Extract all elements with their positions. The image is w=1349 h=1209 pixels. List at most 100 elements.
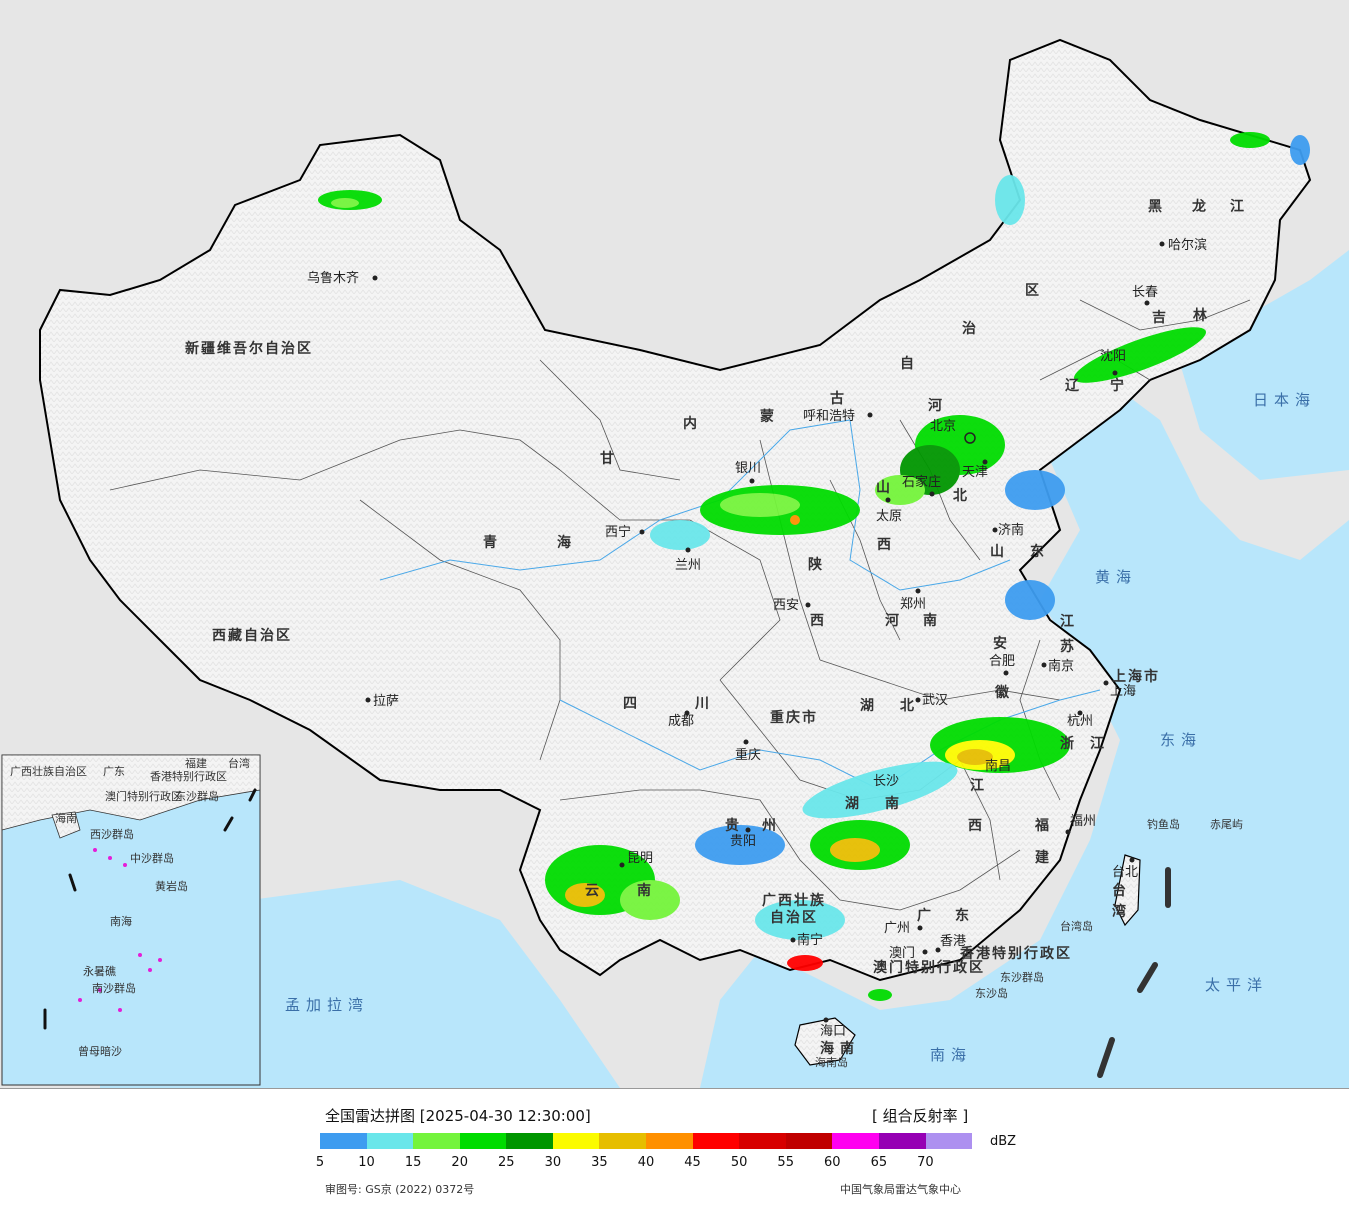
legend-swatch xyxy=(692,1133,740,1149)
map-review-number: 审图号: GS京 (2022) 0372号 xyxy=(325,1183,475,1196)
city-lanzhou: 兰州 xyxy=(675,558,701,573)
province-guangdong-2: 东 xyxy=(955,907,971,924)
legend-tick-label: 40 xyxy=(637,1155,655,1170)
province-jiangsu-2: 苏 xyxy=(1060,638,1076,655)
city-guangzhou: 广州 xyxy=(884,921,910,936)
city-macau: 澳门 xyxy=(889,945,915,961)
province-macao: 澳门特别行政区 xyxy=(873,959,985,976)
province-hongkong: 香港特别行政区 xyxy=(959,945,1072,962)
legend-swatch xyxy=(552,1133,600,1149)
island-taiwan: 台湾岛 xyxy=(1060,919,1093,933)
province-anhui-1: 安 xyxy=(993,635,1009,652)
province-zhejiang-1: 浙 xyxy=(1060,735,1076,752)
legend-tick-label: 45 xyxy=(684,1155,701,1170)
province-gansu-1: 甘 xyxy=(600,450,616,467)
inset-label-zengmu: 曾母暗沙 xyxy=(78,1044,122,1058)
city-hefei: 合肥 xyxy=(989,654,1015,669)
province-chongqing: 重庆市 xyxy=(770,709,818,726)
inset-label-zhongsha: 中沙群岛 xyxy=(130,851,174,865)
province-jilin-1: 吉 xyxy=(1152,309,1168,326)
legend-swatch xyxy=(739,1133,786,1149)
island-diaoyu: 钓鱼岛 xyxy=(1147,817,1180,831)
inset-label-dongsha: 东沙群岛 xyxy=(175,789,219,803)
city-shenyang: 沈阳 xyxy=(1100,349,1126,364)
province-sichuan-2: 川 xyxy=(694,696,711,712)
inset-label-nanhai: 南海 xyxy=(110,914,132,928)
province-anhui-2: 徽 xyxy=(994,684,1011,701)
sea-japan: 日本海 xyxy=(1253,391,1316,409)
inset-label-hk: 香港特别行政区 xyxy=(150,769,227,783)
city-kunming: 昆明 xyxy=(627,851,653,866)
province-hubei-2: 北 xyxy=(900,698,916,714)
legend-tick-label: 60 xyxy=(824,1155,841,1170)
inset-label-xisha: 西沙群岛 xyxy=(90,827,134,841)
city-yinchuan: 银川 xyxy=(735,461,761,476)
province-zhejiang-2: 江 xyxy=(1090,735,1106,752)
inset-label-huangyan: 黄岩岛 xyxy=(155,879,188,893)
province-shandong-2: 东 xyxy=(1030,543,1046,560)
legend-tick-label: 20 xyxy=(451,1155,468,1170)
province-guizhou-2: 州 xyxy=(761,818,778,834)
province-taiwan-2: 湾 xyxy=(1112,903,1128,920)
legend-swatch xyxy=(459,1133,507,1149)
city-hangzhou: 杭州 xyxy=(1067,714,1093,729)
sea-bengal: 孟加拉湾 xyxy=(285,996,369,1014)
inset-label-taiwan: 台湾 xyxy=(228,756,250,770)
inset-label-hainan: 海南 xyxy=(55,811,77,825)
province-neimenggu-2: 蒙 xyxy=(760,408,776,425)
city-jinan: 济南 xyxy=(998,522,1024,538)
sea-area xyxy=(700,380,1349,1088)
province-taiwan-1: 台 xyxy=(1112,882,1128,899)
province-shaanxi-1: 陕 xyxy=(808,556,824,573)
province-hebei-2: 北 xyxy=(953,488,969,504)
province-neimenggu-4: 自 xyxy=(900,355,916,372)
province-guizhou-1: 贵 xyxy=(725,817,741,834)
city-chengdu: 成都 xyxy=(668,714,694,729)
legend-tick-label: 25 xyxy=(498,1155,515,1170)
province-hubei-1: 湖 xyxy=(860,698,876,714)
radar-map: 新疆维吾尔自治区 西藏自治区 青 海 甘 内 蒙 古 自 治 区 陕 西 山 西… xyxy=(0,0,1349,1088)
province-shanghai: 上海市 xyxy=(1112,668,1160,685)
province-henan-2: 南 xyxy=(923,612,939,629)
producer-name: 中国气象局雷达气象中心 xyxy=(840,1183,961,1196)
inset-label-fujian: 福建 xyxy=(185,756,207,770)
province-shandong-1: 山 xyxy=(990,544,1006,560)
city-taiyuan: 太原 xyxy=(876,509,902,524)
city-nanchang: 南昌 xyxy=(985,758,1011,774)
city-tianjin: 天津 xyxy=(962,465,988,480)
sea-japan xyxy=(1170,250,1349,480)
city-changsha: 长沙 xyxy=(873,774,899,789)
province-jiangsu-1: 江 xyxy=(1060,613,1076,630)
legend-swatch xyxy=(366,1133,414,1149)
province-hebei-1: 河 xyxy=(928,397,944,414)
province-hainan-2: 南 xyxy=(840,1040,856,1057)
province-xinjiang: 新疆维吾尔自治区 xyxy=(185,340,313,357)
inset-label-guangdong: 广东 xyxy=(103,765,125,778)
province-hunan-2: 南 xyxy=(885,795,901,812)
map-title: 全国雷达拼图 [2025-04-30 12:30:00] xyxy=(325,1107,591,1125)
province-neimenggu-5: 治 xyxy=(962,320,978,337)
province-neimenggu-3: 古 xyxy=(830,390,846,407)
province-xizang: 西藏自治区 xyxy=(212,627,292,644)
province-liaoning-2: 宁 xyxy=(1110,377,1126,394)
province-heilongjiang-3: 江 xyxy=(1230,198,1246,215)
province-heilongjiang-1: 黑 xyxy=(1148,199,1164,215)
legend-swatch xyxy=(832,1133,879,1149)
city-changchun: 长春 xyxy=(1132,285,1158,300)
city-fuzhou: 福州 xyxy=(1070,814,1096,829)
city-hohhot: 呼和浩特 xyxy=(803,409,855,424)
island-hainan: 海南岛 xyxy=(815,1055,848,1069)
legend-swatch xyxy=(506,1133,553,1149)
island-dongsha-group: 东沙群岛 xyxy=(1000,970,1044,984)
city-harbin: 哈尔滨 xyxy=(1168,237,1207,253)
legend-tick-label: 50 xyxy=(730,1155,748,1170)
radar-echoes xyxy=(318,132,1310,1001)
province-guangxi-2: 自治区 xyxy=(770,909,818,926)
legend-tick-label: 70 xyxy=(917,1155,934,1170)
city-wuhan: 武汉 xyxy=(922,693,948,708)
province-jiangxi-2: 西 xyxy=(968,818,984,834)
province-jilin-2: 林 xyxy=(1193,307,1209,324)
legend-tick-label: 10 xyxy=(358,1155,375,1170)
unit-label: dBZ xyxy=(990,1134,1017,1149)
province-fujian-1: 福 xyxy=(1034,817,1051,834)
